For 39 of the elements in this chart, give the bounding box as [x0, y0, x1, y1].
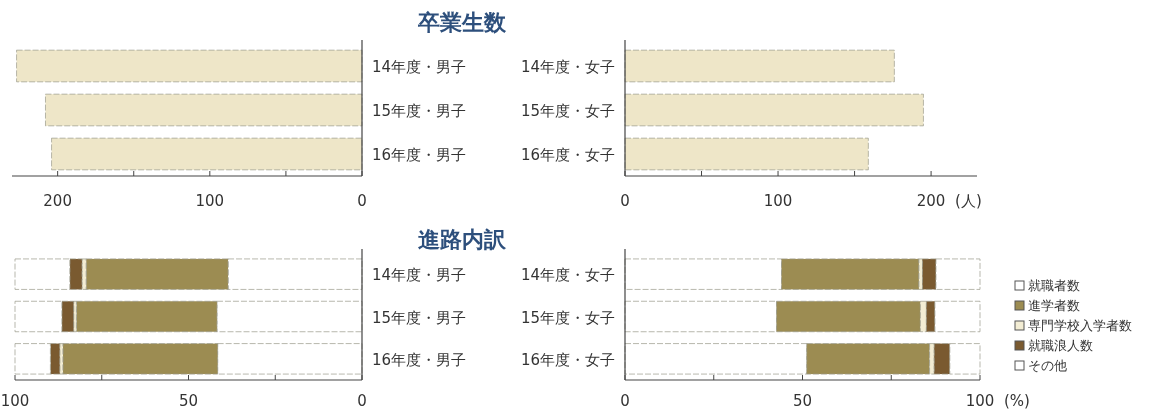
x-tick-label: 50 [792, 392, 813, 410]
text: 進路内訳 [418, 227, 507, 252]
text: その他 [1028, 358, 1067, 373]
legend-label: 就職浪人数 [1028, 338, 1093, 353]
text: 卒業生数 [417, 10, 507, 35]
bar [624, 49, 895, 83]
bar [45, 93, 363, 127]
x-axis-title: (人) [955, 192, 982, 210]
y-tick-label: 16年度・女子 [520, 146, 615, 164]
x-tick-label: 200 [916, 192, 946, 210]
legend-label: 進学者数 [1028, 298, 1080, 313]
x-axis-title: (%) [1004, 392, 1030, 410]
y-tick-label: 14年度・男子 [372, 58, 467, 76]
y-tick-label: 15年度・女子 [520, 308, 615, 327]
bar [51, 137, 363, 171]
y-tick-label: 14年度・女子 [520, 58, 615, 76]
y-tick-label: 14年度・女子 [520, 266, 615, 285]
x-tick-label: 100 [763, 192, 793, 210]
y-tick-label: 16年度・男子 [372, 350, 467, 369]
bar [624, 137, 869, 171]
y-tick-label: 15年度・男子 [372, 308, 467, 327]
x-tick-label: 0 [620, 392, 630, 410]
x-tick-label: 100 [195, 192, 225, 210]
y-tick-label: 14年度・男子 [372, 266, 467, 285]
y-tick-label: 16年度・男子 [372, 146, 467, 164]
x-tick-label: 200 [43, 192, 72, 210]
legend-label: 専門学校入学者数 [1028, 318, 1132, 333]
bar [16, 49, 363, 83]
x-tick-label: 0 [620, 192, 630, 210]
y-tick-label: 15年度・男子 [372, 102, 467, 120]
y-tick-label: 15年度・女子 [520, 102, 615, 120]
x-tick-label: 100 [965, 392, 995, 410]
y-tick-label: 16年度・女子 [520, 350, 615, 369]
x-tick-label: 0 [357, 392, 367, 410]
x-tick-label: 0 [357, 192, 367, 210]
bar [624, 93, 924, 127]
x-tick-label: 100 [0, 392, 30, 410]
text: 就職者数 [1028, 278, 1080, 293]
x-tick-label: 50 [178, 392, 199, 410]
